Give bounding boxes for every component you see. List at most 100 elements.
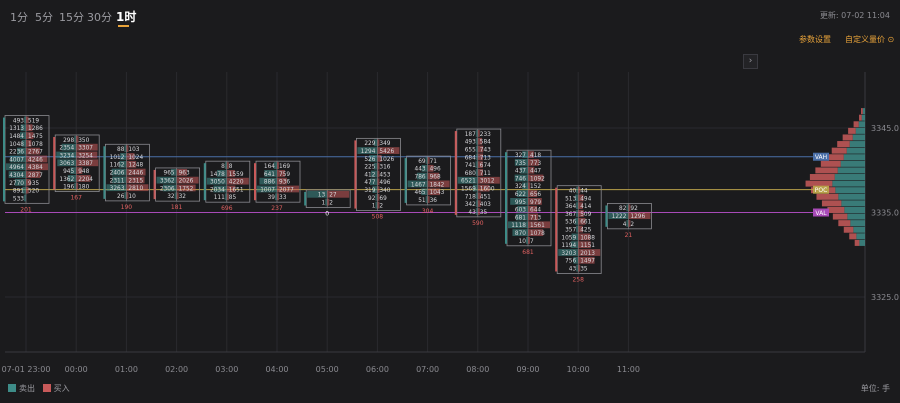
- buy-volume-label: 1248: [128, 163, 143, 169]
- delta-label: 508: [372, 214, 384, 221]
- profile-sell-bar: [844, 206, 865, 213]
- tab-2[interactable]: 15分: [59, 11, 84, 24]
- sell-volume-label: 319: [364, 188, 375, 194]
- buy-volume-label: 1092: [530, 176, 545, 182]
- profile-buy-bar: [826, 154, 844, 161]
- sell-volume-label: 4964: [9, 165, 24, 171]
- buy-volume-bar: [377, 193, 380, 201]
- sell-volume-label: 4304: [9, 173, 24, 179]
- buy-volume-bar: [277, 169, 286, 177]
- buy-volume-bar: [76, 151, 98, 159]
- sell-volume-label: 1294: [361, 149, 376, 155]
- buy-volume-bar: [226, 177, 249, 185]
- sell-volume-bar: [421, 188, 428, 196]
- buy-volume-label: 414: [580, 204, 591, 210]
- sell-volume-label: 324: [515, 184, 526, 190]
- sell-volume-label: 3362: [160, 179, 175, 185]
- profile-buy-bar: [815, 167, 838, 174]
- buy-volume-bar: [528, 229, 544, 236]
- candle-body: [3, 117, 5, 202]
- buy-volume-bar: [126, 176, 145, 184]
- sell-volume-label: 51: [418, 198, 426, 204]
- sell-volume-label: 746: [515, 176, 526, 182]
- expand-button[interactable]: ›: [743, 54, 758, 69]
- buy-volume-bar: [26, 171, 41, 178]
- sell-volume-bar: [74, 182, 77, 190]
- buy-volume-label: 1497: [580, 259, 595, 265]
- sell-volume-label: 43: [468, 210, 476, 216]
- sell-volume-label: 718: [465, 194, 476, 200]
- buy-volume-label: 316: [379, 165, 390, 171]
- buy-volume-label: 3387: [78, 161, 93, 167]
- custom-volume-price-link[interactable]: 自定义量价 ⊙: [845, 35, 895, 44]
- sell-volume-bar: [475, 200, 478, 208]
- profile-sell-bar: [847, 213, 865, 220]
- sell-volume-bar: [517, 205, 528, 213]
- sell-volume-label: 526: [364, 157, 375, 163]
- sell-volume-label: 995: [515, 200, 526, 206]
- buy-volume-bar: [578, 186, 581, 194]
- sell-volume-label: 357: [565, 227, 576, 233]
- buy-volume-bar: [26, 139, 32, 147]
- sell-volume-label: 327: [515, 153, 526, 159]
- sell-volume-label: 8: [221, 164, 225, 170]
- sell-volume-label: 603: [515, 208, 526, 214]
- toolbar: 参数设置 自定义量价 ⊙: [0, 32, 900, 46]
- sell-volume-bar: [416, 172, 428, 180]
- clock-icon: ⊙: [887, 35, 895, 44]
- buy-volume-label: 350: [78, 138, 89, 144]
- candle-body: [203, 163, 206, 201]
- tab-4[interactable]: 1时: [116, 10, 137, 24]
- buy-volume-label: 584: [480, 140, 491, 146]
- buy-volume-label: 935: [28, 181, 39, 187]
- x-tick-label: 08:00: [466, 365, 489, 374]
- sell-volume-label: 40: [569, 188, 577, 194]
- buy-volume-bar: [377, 178, 380, 186]
- level-tag-val: [813, 208, 829, 217]
- profile-buy-bar: [816, 193, 839, 200]
- buy-volume-bar: [477, 137, 483, 145]
- sell-volume-bar: [575, 202, 579, 210]
- buy-volume-bar: [578, 202, 583, 210]
- level-label: VAL: [815, 210, 827, 217]
- buy-volume-bar: [76, 167, 83, 174]
- params-settings-link[interactable]: 参数设置: [799, 35, 831, 44]
- tab-0[interactable]: 1分: [10, 11, 28, 24]
- sell-volume-label: 229: [364, 141, 375, 147]
- sell-volume-label: 741: [465, 163, 476, 169]
- sell-volume-label: 6521: [461, 179, 476, 185]
- tab-1[interactable]: 5分: [35, 11, 53, 24]
- sell-volume-bar: [67, 174, 77, 182]
- buy-volume-bar: [377, 201, 380, 209]
- sell-volume-label: 536: [565, 220, 576, 226]
- tab-3[interactable]: 30分: [87, 11, 112, 24]
- sell-volume-bar: [273, 162, 277, 169]
- sell-volume-bar: [70, 167, 77, 174]
- buy-volume-bar: [477, 130, 480, 137]
- sell-volume-label: 111: [214, 195, 225, 201]
- legend-sell-label: 卖出: [19, 384, 35, 393]
- sell-volume-bar: [21, 139, 26, 147]
- buy-volume-bar: [126, 145, 129, 153]
- buy-volume-bar: [26, 155, 48, 163]
- buy-volume-label: 519: [28, 118, 39, 124]
- profile-sell-bar: [835, 187, 865, 194]
- sell-volume-bar: [576, 264, 579, 272]
- buy-volume-label: 2: [329, 201, 333, 207]
- buy-volume-label: 1043: [430, 190, 445, 196]
- sell-volume-label: 2034: [210, 187, 225, 193]
- profile-sell-bar: [843, 154, 865, 161]
- sell-volume-bar: [357, 147, 378, 154]
- x-tick-label: 05:00: [316, 365, 339, 374]
- sell-volume-bar: [575, 225, 579, 233]
- buy-volume-label: 1559: [229, 172, 244, 178]
- sell-volume-label: 443: [415, 167, 426, 173]
- candle-body: [153, 169, 156, 200]
- buy-volume-bar: [377, 147, 400, 154]
- buy-volume-label: 1078: [28, 142, 43, 148]
- profile-sell-bar: [838, 193, 865, 200]
- sell-volume-bar: [111, 168, 127, 176]
- profile-sell-bar: [841, 200, 865, 207]
- buy-volume-bar: [226, 162, 229, 169]
- buy-volume-label: 2026: [179, 179, 194, 185]
